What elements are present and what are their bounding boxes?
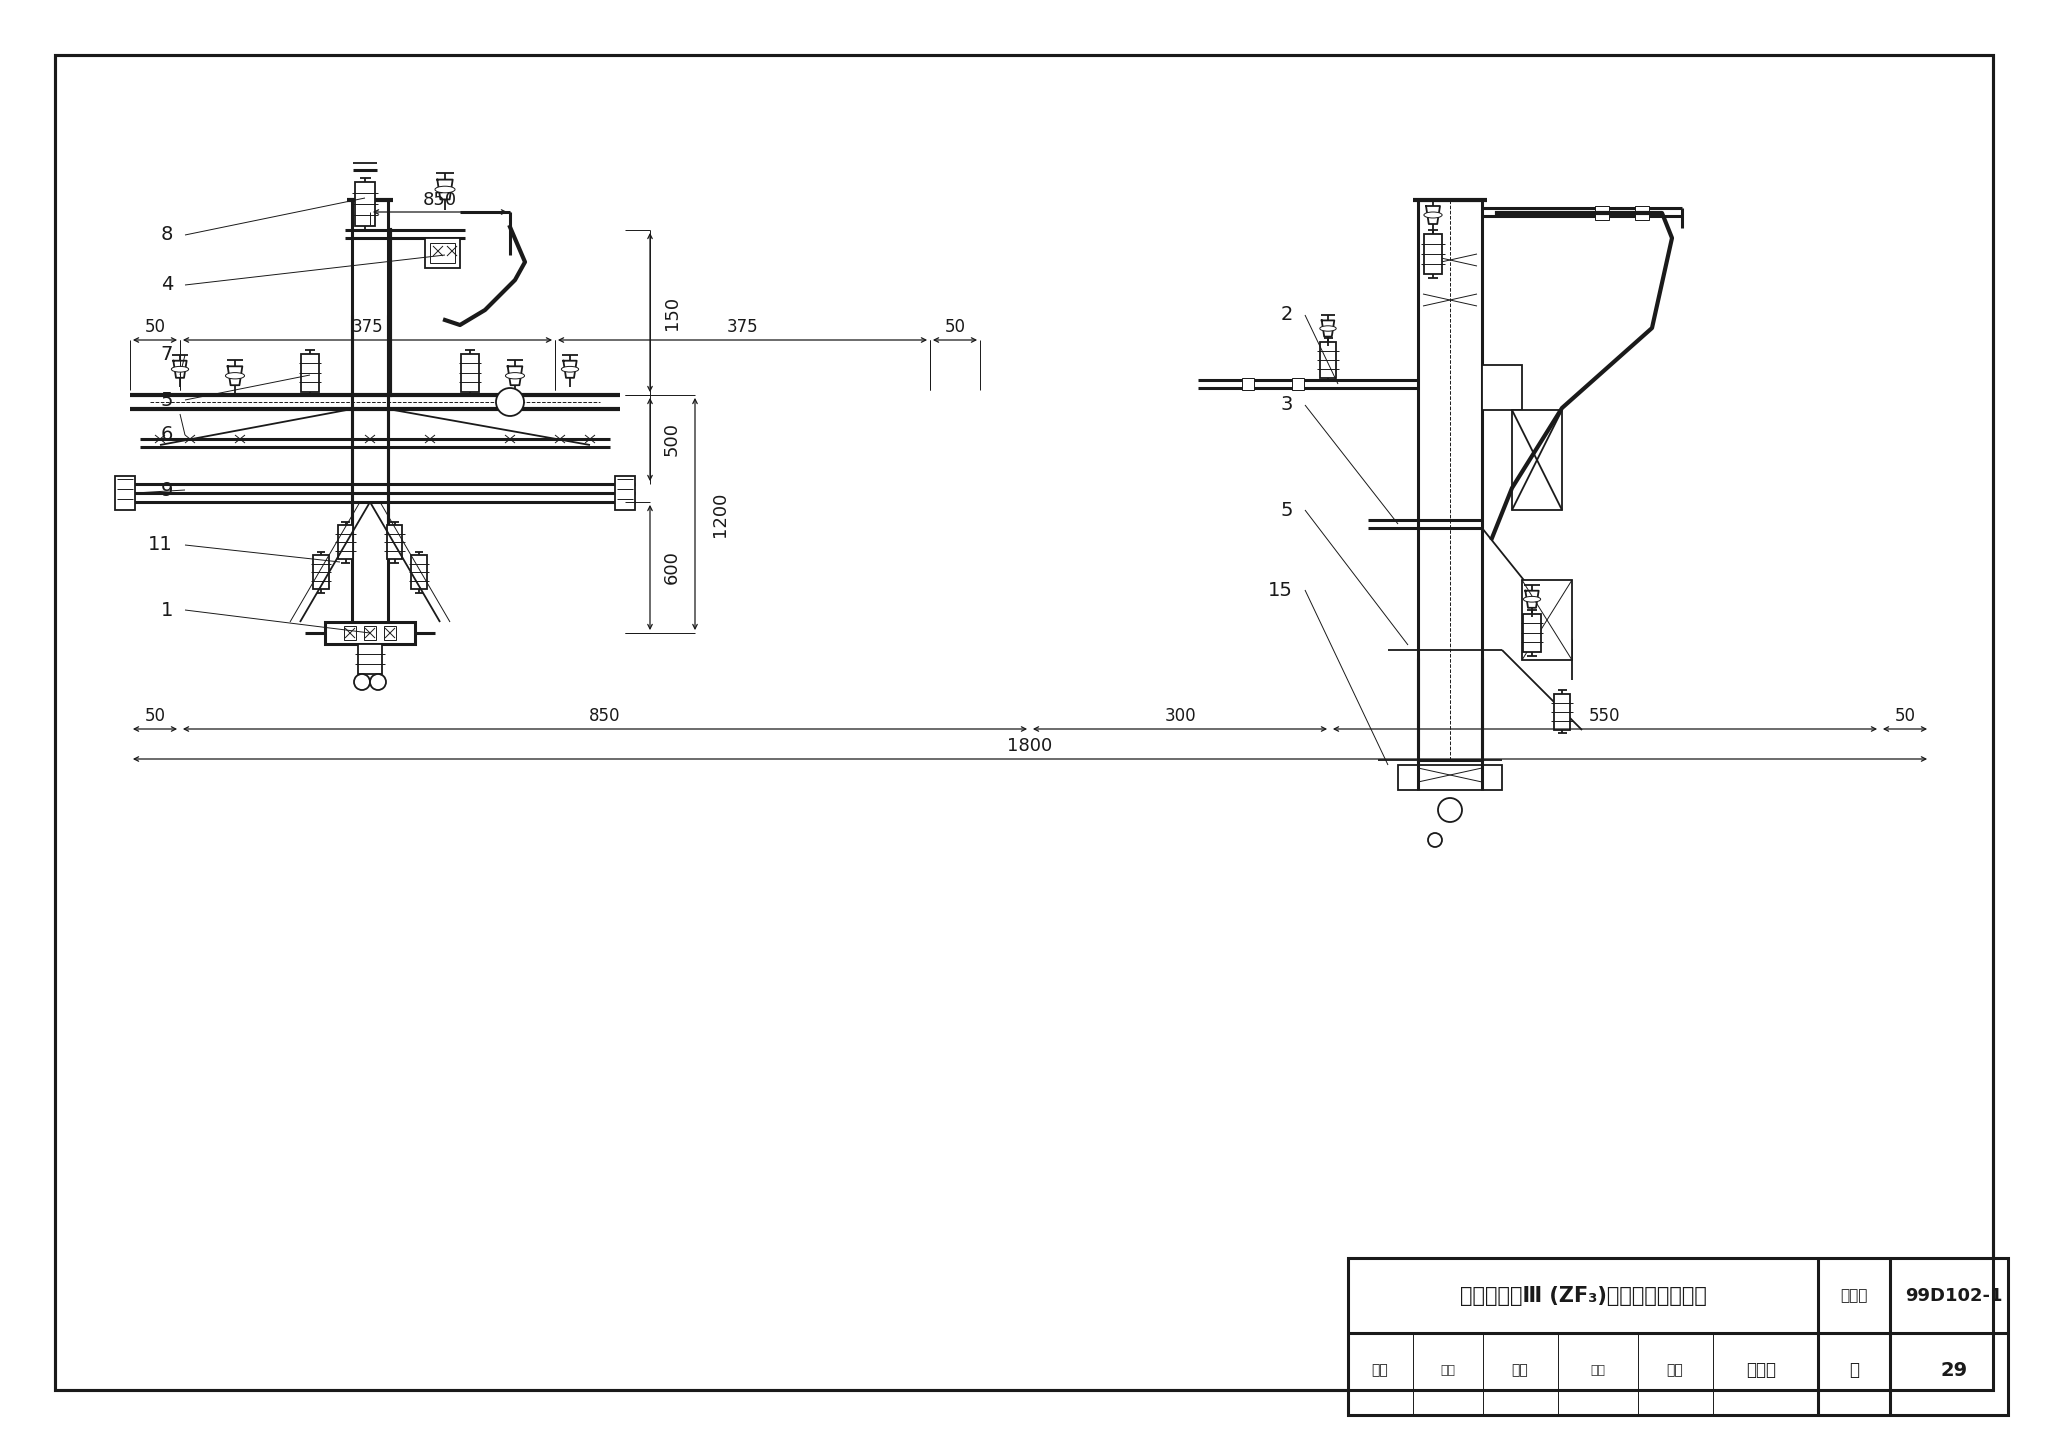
- Bar: [426, 238, 461, 267]
- Ellipse shape: [434, 186, 455, 192]
- Circle shape: [1438, 798, 1462, 822]
- Text: 600: 600: [664, 551, 682, 584]
- Text: 550: 550: [1589, 707, 1620, 725]
- Text: 5: 5: [1280, 500, 1292, 520]
- Text: 图集号: 图集号: [1841, 1289, 1868, 1303]
- Bar: [1292, 379, 1305, 390]
- Text: 7: 7: [160, 345, 172, 364]
- Bar: [313, 555, 328, 590]
- Text: 页: 页: [1849, 1361, 1860, 1379]
- Bar: [1483, 366, 1522, 410]
- Bar: [385, 626, 395, 640]
- Bar: [1399, 764, 1501, 790]
- Text: 50: 50: [944, 318, 965, 337]
- Bar: [1522, 579, 1573, 660]
- Text: 375: 375: [352, 318, 383, 337]
- Text: 签名: 签名: [1440, 1364, 1456, 1377]
- Bar: [1634, 207, 1649, 220]
- Text: 1: 1: [160, 601, 172, 620]
- Ellipse shape: [1524, 597, 1540, 603]
- Ellipse shape: [225, 373, 244, 379]
- Text: 签名: 签名: [1591, 1364, 1606, 1377]
- Bar: [412, 555, 426, 590]
- Bar: [115, 475, 135, 510]
- Bar: [1348, 1259, 2007, 1415]
- Bar: [354, 182, 375, 227]
- Text: 50: 50: [1894, 707, 1915, 725]
- Text: 1800: 1800: [1008, 737, 1053, 754]
- Text: 99D102-1: 99D102-1: [1905, 1287, 2003, 1305]
- Text: 沈旭龙: 沈旭龙: [1747, 1361, 1776, 1379]
- Text: 校对: 校对: [1511, 1363, 1528, 1377]
- Text: 11: 11: [147, 536, 172, 555]
- Bar: [1524, 614, 1540, 652]
- Circle shape: [354, 673, 371, 691]
- Bar: [326, 621, 416, 644]
- Text: 1200: 1200: [711, 491, 729, 536]
- Text: 直线分岐杆Ⅲ (ZF₃)杆顶安装图（一）: 直线分岐杆Ⅲ (ZF₃)杆顶安装图（一）: [1460, 1286, 1706, 1306]
- Text: 300: 300: [1163, 707, 1196, 725]
- Bar: [461, 354, 479, 392]
- Bar: [1511, 410, 1563, 510]
- Text: 150: 150: [664, 295, 682, 329]
- Bar: [614, 475, 635, 510]
- Text: 3: 3: [1280, 396, 1292, 415]
- Ellipse shape: [1319, 325, 1335, 331]
- Circle shape: [371, 673, 385, 691]
- Ellipse shape: [506, 373, 524, 379]
- Bar: [1417, 199, 1483, 760]
- Text: 375: 375: [727, 318, 758, 337]
- Bar: [338, 526, 352, 559]
- Text: 2: 2: [1280, 305, 1292, 325]
- Text: 850: 850: [424, 191, 457, 210]
- Ellipse shape: [1423, 212, 1442, 218]
- Text: 6: 6: [160, 425, 172, 445]
- Text: 审核: 审核: [1372, 1363, 1389, 1377]
- Text: 9: 9: [160, 481, 172, 500]
- Text: 设计: 设计: [1667, 1363, 1683, 1377]
- Text: 850: 850: [590, 707, 621, 725]
- Circle shape: [496, 389, 524, 416]
- Bar: [1423, 234, 1442, 275]
- Text: 5: 5: [160, 390, 172, 409]
- Text: 8: 8: [160, 225, 172, 244]
- Ellipse shape: [172, 367, 188, 373]
- Bar: [387, 526, 401, 559]
- Text: 4: 4: [160, 276, 172, 295]
- Text: 15: 15: [1268, 581, 1292, 600]
- Bar: [430, 243, 455, 263]
- Text: 50: 50: [145, 318, 166, 337]
- Bar: [1554, 694, 1571, 730]
- Text: 29: 29: [1939, 1361, 1968, 1380]
- Circle shape: [1427, 832, 1442, 847]
- Ellipse shape: [561, 367, 580, 373]
- Bar: [301, 354, 319, 392]
- Bar: [358, 644, 383, 673]
- Bar: [1241, 379, 1253, 390]
- Bar: [365, 626, 377, 640]
- Bar: [1595, 207, 1610, 220]
- Text: 50: 50: [145, 707, 166, 725]
- Text: 500: 500: [664, 422, 682, 457]
- Bar: [344, 626, 356, 640]
- Bar: [1319, 341, 1335, 377]
